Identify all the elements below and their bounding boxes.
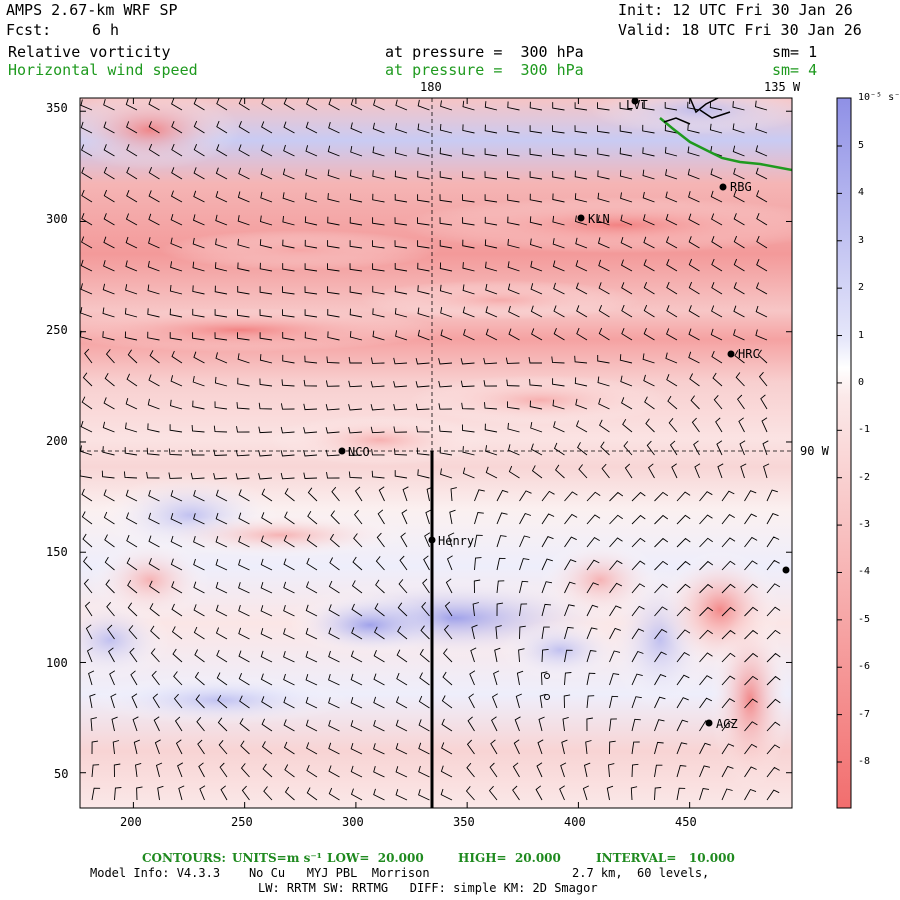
contours-interval: INTERVAL= 10.000 (596, 851, 735, 865)
colorbar-label: 4 (858, 187, 865, 199)
colorbar-label: 2 (858, 282, 865, 294)
field1-level: at pressure = 300 hPa (385, 43, 584, 61)
field1-smoothing: sm= 1 (772, 43, 818, 61)
y-tick-250: 250 (46, 323, 68, 337)
colorbar (836, 97, 852, 809)
x-tick-250: 250 (231, 815, 253, 829)
station-agz: AGZ (716, 717, 738, 731)
colorbar-label: -3 (858, 519, 871, 531)
colorbar-units: 10⁻⁵ s⁻¹ (858, 92, 900, 103)
y-tick-150: 150 (46, 545, 68, 559)
lon-label-135w: 135 W (764, 80, 801, 94)
coastline-outline (663, 98, 731, 125)
x-tick-200: 200 (120, 815, 142, 829)
model-info: Model Info: V4.3.3 No Cu MYJ PBL Morriso… (90, 866, 430, 880)
station-nco: NCO (348, 445, 370, 459)
field2-name: Horizontal wind speed (8, 61, 198, 79)
y-tick-100: 100 (46, 656, 68, 670)
station-rbg: RBG (730, 180, 752, 194)
coastline (659, 117, 792, 172)
model-physics: LW: RRTM SW: RRTMG DIFF: simple KM: 2D S… (258, 881, 598, 895)
contours-units: UNITS=m s⁻¹ (232, 851, 322, 865)
init-time: Init: 12 UTC Fri 30 Jan 26 (618, 1, 853, 19)
colorbar-label: 3 (858, 234, 865, 246)
station-marker (577, 214, 585, 222)
colorbar-label: -7 (858, 708, 871, 720)
y-tick-200: 200 (46, 434, 68, 448)
lon-label-180: 180 (420, 80, 442, 94)
station-henry: Henry (438, 534, 475, 548)
contours-high: HIGH= 20.000 (458, 851, 561, 865)
y-tick-350: 350 (46, 101, 68, 115)
contours-label: CONTOURS: (142, 851, 226, 865)
colorbar-label: -4 (858, 566, 871, 578)
contours-low: LOW= 20.000 (327, 851, 424, 865)
station-marker (631, 97, 639, 105)
minor-site-marker (544, 694, 550, 700)
forecast-label: Fcst: (6, 21, 52, 39)
x-tick-400: 400 (564, 815, 586, 829)
station-marker (338, 447, 346, 455)
station-marker (727, 350, 735, 358)
station-kln: KLN (588, 212, 610, 226)
forecast-hours: 6 h (92, 21, 120, 39)
model-title: AMPS 2.67-km WRF SP (6, 1, 178, 19)
model-info-resolution: 2.7 km, 60 levels, (572, 866, 710, 880)
x-tick-350: 350 (453, 815, 475, 829)
x-tick-450: 450 (675, 815, 697, 829)
field2-level: at pressure = 300 hPa (385, 61, 584, 79)
station-lvt: LVT (626, 98, 648, 112)
station-marker (428, 536, 436, 544)
station-marker (782, 566, 790, 574)
field2-smoothing: sm= 4 (772, 61, 818, 79)
lon-label-90w: 90 W (800, 444, 829, 458)
y-tick-300: 300 (46, 212, 68, 226)
colorbar-label: 1 (858, 329, 865, 341)
colorbar-label: -5 (858, 613, 871, 625)
x-tick-300: 300 (342, 815, 364, 829)
station-marker (705, 719, 713, 727)
colorbar-label: -2 (858, 471, 871, 483)
minor-site-marker (544, 673, 550, 679)
colorbar-label: -6 (858, 661, 871, 673)
colorbar-label: -8 (858, 756, 871, 767)
map-frame (79, 97, 793, 809)
station-marker (719, 183, 727, 191)
wind-barbs (80, 98, 781, 801)
field1-name: Relative vorticity (8, 43, 171, 61)
colorbar-label: 5 (858, 140, 865, 151)
station-hrc: HRC (738, 347, 760, 361)
y-tick-50: 50 (54, 767, 69, 781)
colorbar-label: 0 (858, 376, 865, 388)
valid-time: Valid: 18 UTC Fri 30 Jan 26 (618, 21, 862, 39)
colorbar-label: -1 (858, 424, 871, 436)
